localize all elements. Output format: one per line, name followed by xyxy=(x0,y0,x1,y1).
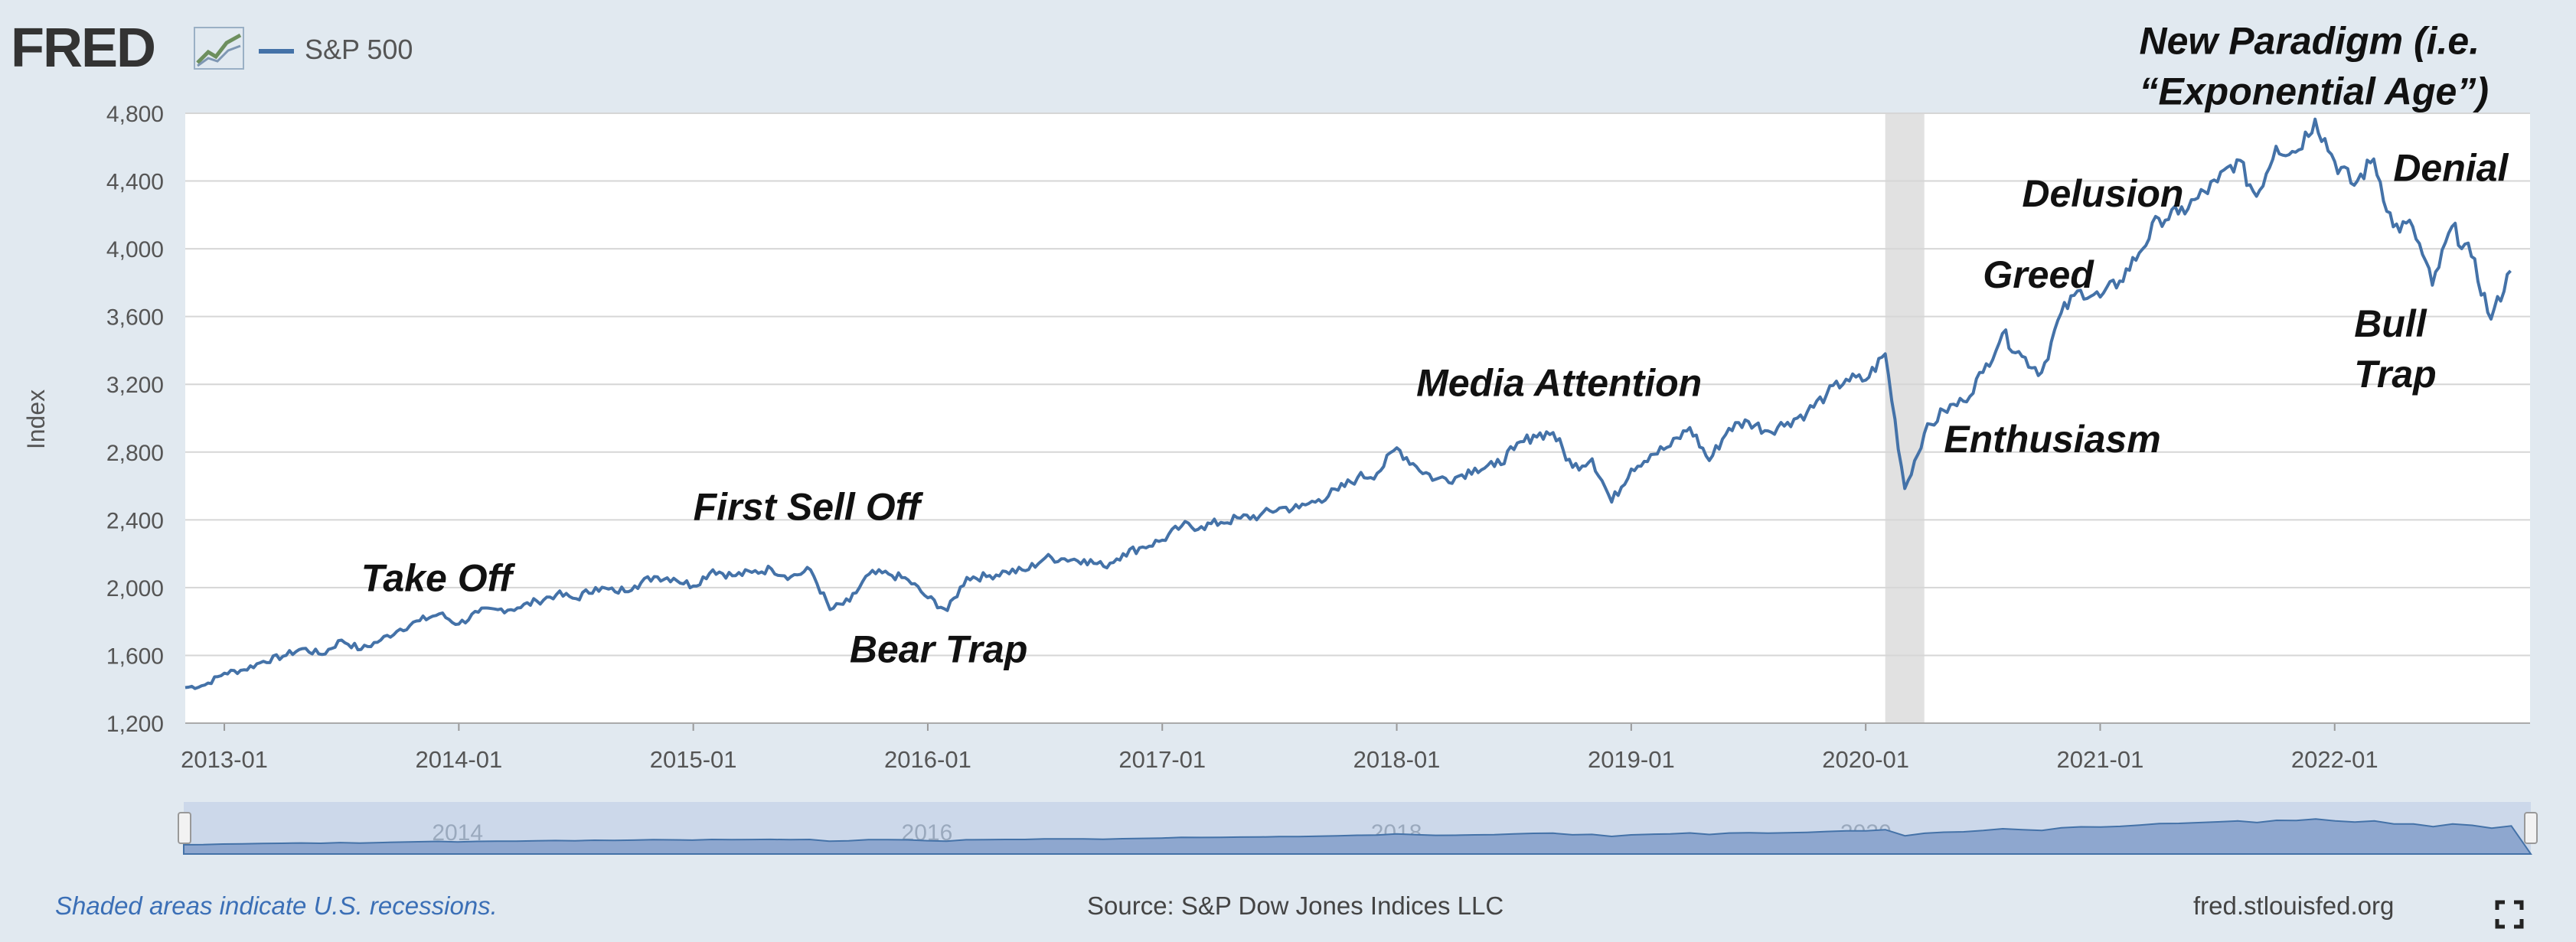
line-chart-icon xyxy=(194,27,244,70)
y-tick-label: 1,200 xyxy=(106,712,164,737)
x-tick-label: 2016-01 xyxy=(884,746,971,773)
range-navigator[interactable]: 20142016201820202022 xyxy=(178,802,2538,855)
annotation-greed: Greed xyxy=(1983,253,2094,296)
annotation-delusion: Delusion xyxy=(2022,172,2183,215)
annotation-bull-trap: Bull Trap xyxy=(2354,302,2436,396)
y-tick-label: 4,000 xyxy=(106,237,164,262)
plot-area xyxy=(185,113,2530,723)
y-tick-label: 2,000 xyxy=(106,576,164,601)
x-axis: 2013-01 2014-01 2015-01 2016-01 2017-01 2018-… xyxy=(181,722,2530,773)
annotation-bear-trap: Bear Trap xyxy=(850,627,1028,670)
navigator-series-area xyxy=(183,818,2532,855)
source-text: Source: S&P Dow Jones Indices LLC xyxy=(1087,891,1504,920)
x-tick-label: 2015-01 xyxy=(650,746,737,773)
y-tick-label: 4,400 xyxy=(106,170,164,195)
annotation-denial: Denial xyxy=(2393,147,2509,190)
y-tick-label: 1,600 xyxy=(106,644,164,669)
annotation-take-off: Take Off xyxy=(361,556,516,599)
annotation-first-sell-off: First Sell Off xyxy=(694,485,924,528)
x-tick-label: 2019-01 xyxy=(1588,746,1675,773)
x-tick-label: 2014-01 xyxy=(415,746,502,773)
recession-band-0 xyxy=(1885,113,1925,723)
x-tick-label: 2017-01 xyxy=(1118,746,1206,773)
fred-logo[interactable]: FRED xyxy=(11,18,156,79)
annotation-media-attention: Media Attention xyxy=(1416,362,1702,405)
x-tick-label: 2020-01 xyxy=(1822,746,1909,773)
y-axis-label: Index xyxy=(22,390,50,449)
x-tick-label: 2013-01 xyxy=(181,746,268,773)
y-tick-label: 3,200 xyxy=(106,373,164,398)
annotation-new-paradigm: New Paradigm (i.e. “Exponential Age”) xyxy=(2140,20,2489,113)
annotation-enthusiasm: Enthusiasm xyxy=(1944,418,2160,461)
x-tick-label: 2018-01 xyxy=(1353,746,1441,773)
navigator-handle-right[interactable] xyxy=(2524,812,2538,844)
site-link[interactable]: fred.stlouisfed.org xyxy=(2193,891,2395,920)
chart-header: FRED S&P 500 xyxy=(0,0,2576,99)
annotation-layer: Take Off First Sell Off Bear Trap Media Att… xyxy=(361,20,2509,671)
x-tick-label: 2021-01 xyxy=(2057,746,2144,773)
navigator-handle-left[interactable] xyxy=(178,812,191,844)
x-tick-label: 2022-01 xyxy=(2291,746,2378,773)
series-line-sp500 xyxy=(184,117,2512,690)
recession-note: Shaded areas indicate U.S. recessions. xyxy=(55,891,498,920)
recession-shading xyxy=(1885,113,1925,723)
y-tick-label: 2,800 xyxy=(106,441,164,466)
series-layer xyxy=(184,117,2512,690)
y-tick-label: 3,600 xyxy=(106,305,164,331)
fullscreen-icon[interactable] xyxy=(2494,899,2525,930)
y-tick-label: 2,400 xyxy=(106,508,164,533)
legend-series-label[interactable]: S&P 500 xyxy=(305,34,413,65)
legend-swatch xyxy=(259,49,294,54)
y-tick-label: 4,800 xyxy=(106,102,164,127)
y-axis: 1,200 1,600 2,000 2,400 2,800 3,200 3,600 4,000… xyxy=(106,102,164,737)
